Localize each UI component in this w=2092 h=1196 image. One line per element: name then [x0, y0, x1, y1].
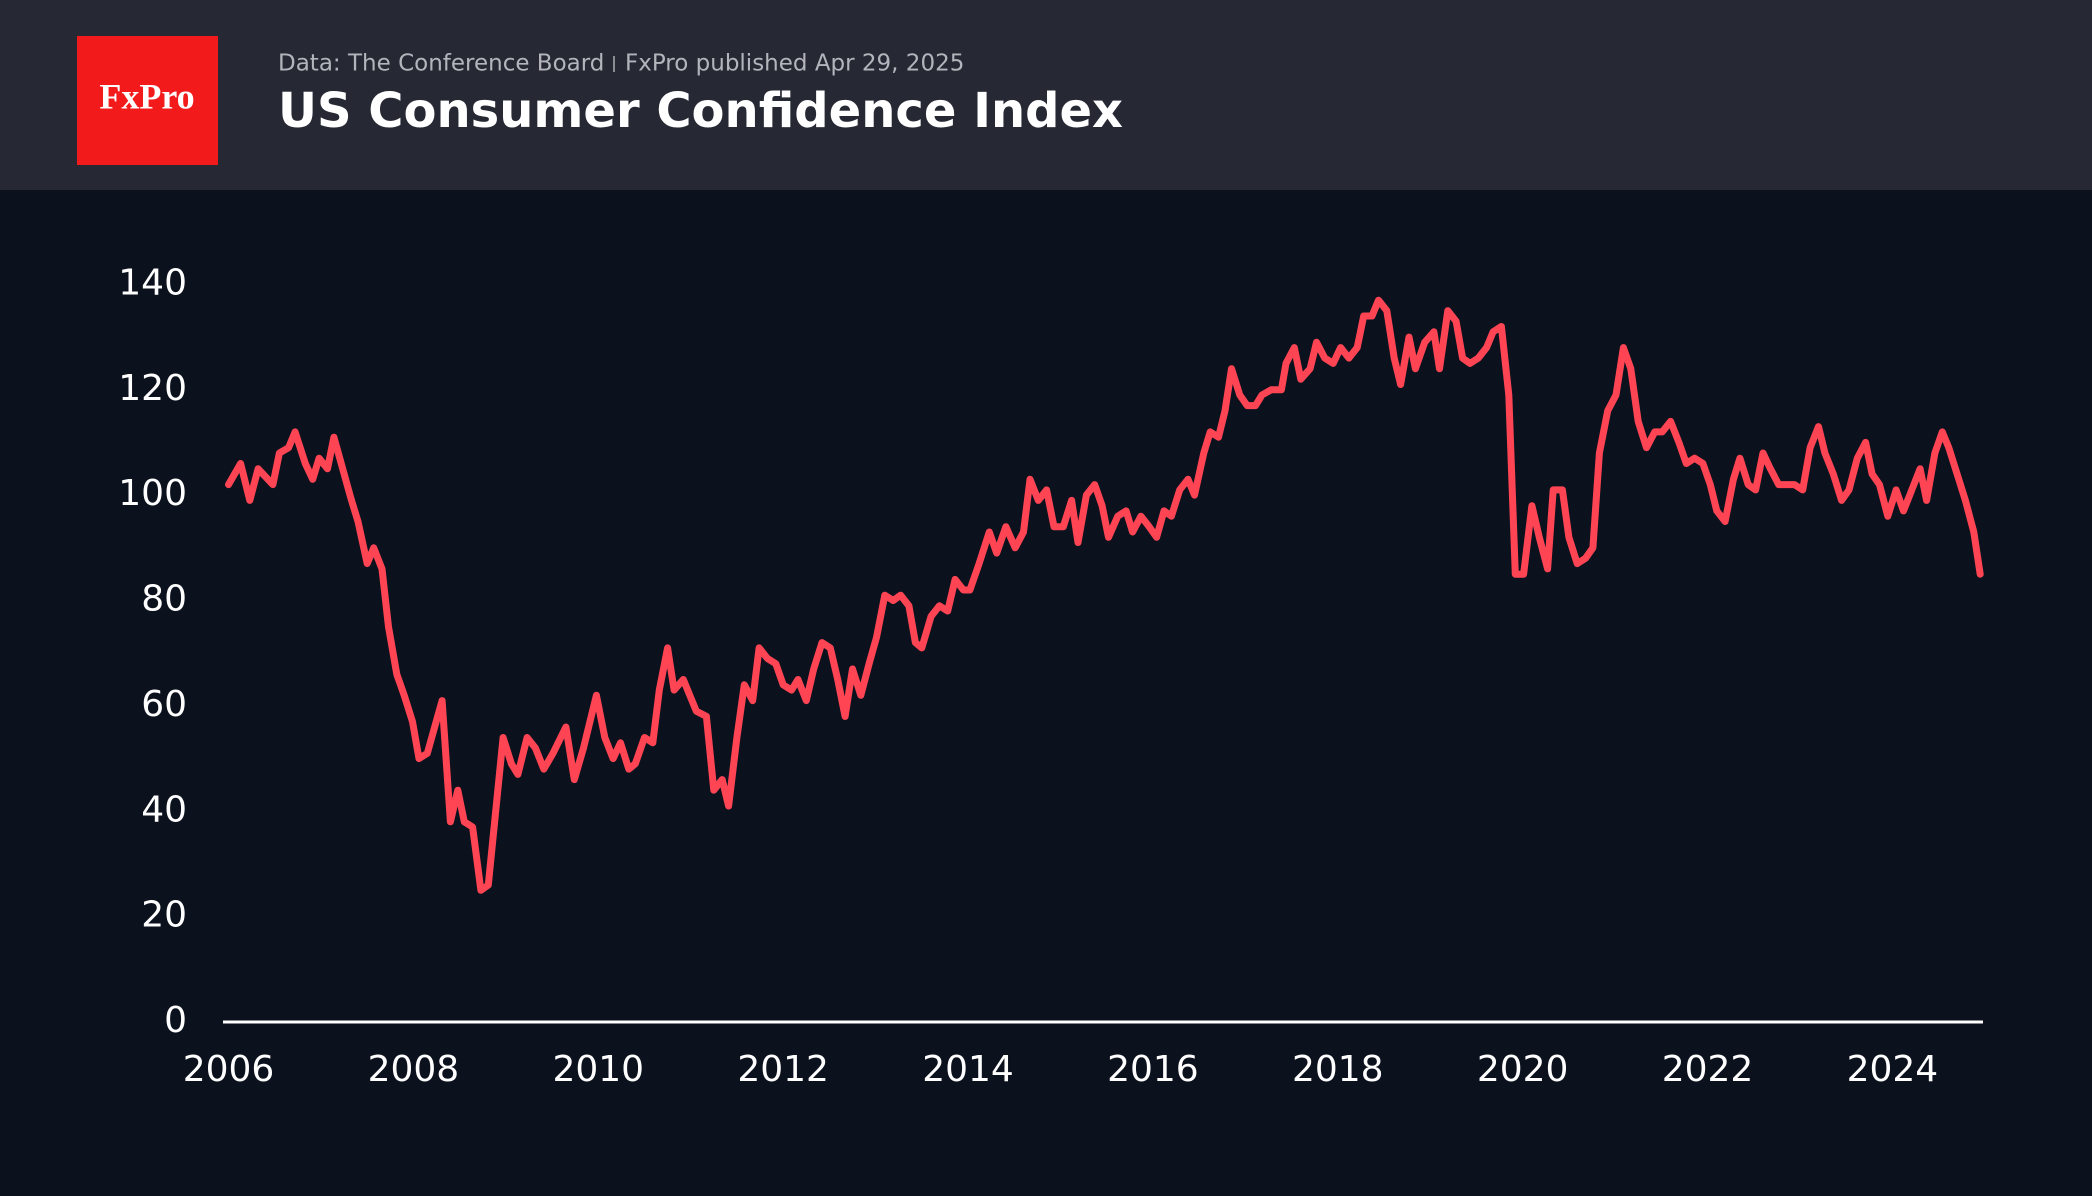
y-tick-label: 80 — [141, 579, 187, 620]
plot-area: 0204060801001201401602006200820102012201… — [118, 157, 1984, 1090]
publish-note: FxPro published Apr 29, 2025 — [625, 51, 964, 77]
header-bar — [0, 0, 2092, 190]
x-tick-label: 2010 — [552, 1049, 644, 1090]
logo-text: FxPro — [99, 76, 194, 116]
y-tick-label: 20 — [141, 895, 187, 936]
x-tick-label: 2022 — [1662, 1049, 1754, 1090]
x-tick-label: 2020 — [1477, 1049, 1569, 1090]
y-tick-label: 100 — [118, 473, 187, 514]
y-tick-label: 40 — [141, 789, 187, 830]
x-tick-label: 2008 — [368, 1049, 460, 1090]
source: Data: The Conference Board — [278, 51, 604, 77]
y-tick-label: 0 — [164, 1000, 187, 1041]
x-tick-label: 2024 — [1847, 1049, 1939, 1090]
x-tick-label: 2018 — [1292, 1049, 1384, 1090]
y-tick-label: 60 — [141, 684, 187, 725]
x-tick-label: 2016 — [1107, 1049, 1199, 1090]
data-line — [225, 296, 1984, 894]
x-tick-label: 2006 — [183, 1049, 275, 1090]
y-tick-label: 120 — [118, 368, 187, 409]
x-tick-label: 2012 — [737, 1049, 829, 1090]
chart-title: US Consumer Confidence Index — [278, 83, 1123, 139]
x-tick-label: 2014 — [922, 1049, 1014, 1090]
y-tick-label: 140 — [118, 262, 187, 303]
logo-box — [77, 36, 218, 165]
